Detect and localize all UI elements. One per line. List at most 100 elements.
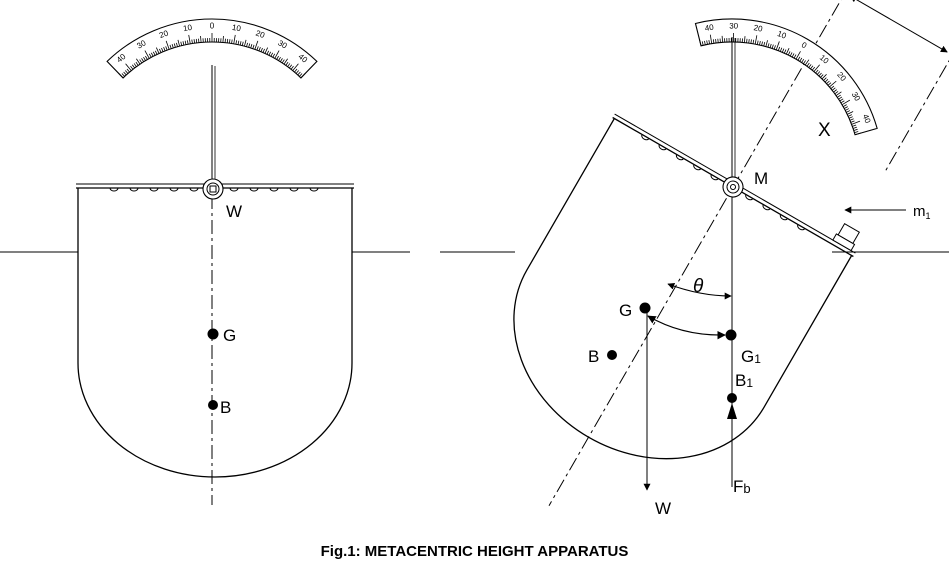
scale-tick: [785, 48, 790, 55]
scale-tick: [235, 40, 238, 45]
scale-tick: [733, 33, 734, 43]
scale-tick: [737, 38, 739, 43]
scale-tick: [701, 41, 704, 46]
label-b1: B1: [735, 371, 753, 390]
scale-tick: [180, 41, 183, 46]
scale-tick: [838, 96, 843, 100]
scale-tick: [834, 91, 839, 95]
scale-tick: [848, 116, 853, 119]
scale-band: [106, 18, 318, 79]
scale-tick: [748, 39, 750, 44]
scale-tick: [229, 39, 231, 44]
scale-tick: [818, 72, 822, 77]
scale-tick: [148, 53, 152, 58]
scale-tick: [241, 41, 244, 46]
scale-tick: [831, 87, 836, 91]
scale-tick: [191, 39, 193, 44]
scale-tick: [787, 51, 791, 56]
scale-tick: [266, 50, 270, 55]
jockey-weight-icon: [832, 223, 860, 252]
scale-tick: [803, 60, 806, 64]
scale-tick: [854, 131, 859, 134]
scale-tick: [763, 42, 766, 47]
label-w: W: [226, 202, 242, 221]
scale-tick: [845, 108, 850, 111]
scale-tick: [775, 41, 780, 51]
tilted-centre-line: [548, 0, 902, 506]
g-to-g1-arc: [647, 315, 726, 340]
scale-tick-label: 10: [231, 23, 242, 33]
scale-tick: [821, 74, 827, 80]
buoyancy-arrowhead: [727, 403, 737, 419]
pontoon-hull: [77, 188, 353, 478]
point-g-dot-right: [639, 302, 651, 314]
scale-tick: [761, 41, 763, 46]
scale-tick: [250, 44, 253, 49]
point-g1-dot: [725, 329, 737, 341]
scale-tick-label: 0: [800, 40, 809, 50]
scale-tick: [256, 46, 259, 51]
scale-tick: [739, 38, 741, 43]
label-fb: Fb: [733, 477, 751, 496]
point-b1-dot: [727, 393, 737, 403]
tilted-deck-notches: [641, 134, 806, 231]
scale-tick: [849, 118, 854, 121]
scale-tick: [789, 52, 793, 57]
scale-tick: [244, 39, 247, 47]
scale-tick: [801, 58, 805, 63]
scale-tick: [824, 79, 829, 83]
point-b-dot: [208, 400, 218, 410]
scale-tick: [699, 39, 702, 46]
scale-tick: [820, 74, 824, 78]
scale-tick: [783, 49, 787, 54]
scale-tick: [726, 38, 728, 43]
scale-tick: [813, 64, 820, 72]
scale-tick: [835, 91, 842, 96]
label-m: M: [754, 169, 768, 188]
scale-tick: [300, 72, 306, 79]
scale-tick: [237, 40, 240, 45]
scale-tick: [810, 65, 814, 70]
scale-tick: [182, 41, 185, 46]
scale-tick: [188, 34, 191, 44]
scale-tick: [270, 52, 274, 57]
scale-tick: [816, 71, 821, 75]
scale-tick: [833, 89, 837, 93]
scale-tick: [767, 43, 770, 48]
scale-tick: [274, 50, 280, 59]
scale-tick: [823, 77, 827, 81]
scale-tick: [795, 51, 801, 60]
scale-tick: [176, 42, 178, 47]
scale-tick: [258, 47, 261, 52]
scale-tick: [752, 39, 755, 44]
scale-tick: [150, 52, 154, 57]
scale-tick: [811, 66, 816, 71]
scale-tick: [264, 47, 269, 54]
scale-tick: [163, 47, 166, 52]
label-b: B: [220, 398, 231, 417]
scale-tick-label: 10: [776, 29, 788, 41]
scale-tick: [279, 58, 283, 62]
label-theta: θ: [693, 276, 704, 297]
scale-tick: [173, 43, 176, 48]
scale-tick: [724, 38, 726, 43]
scale-tick: [842, 104, 847, 107]
scale-tick: [272, 53, 276, 58]
scale-tick: [297, 71, 301, 76]
scale-tick: [231, 39, 233, 44]
scale-tick: [704, 40, 706, 45]
scale-tick: [299, 73, 303, 77]
scale-tick: [177, 39, 180, 47]
scale-tick: [144, 50, 150, 59]
scale-tick: [193, 39, 195, 44]
scale-tick: [793, 54, 797, 59]
jockey-axis-line: [883, 0, 949, 174]
scale-tick: [799, 57, 803, 62]
scale-tick: [847, 111, 854, 115]
scale-tick: [252, 44, 255, 49]
scale-tick: [200, 35, 202, 43]
scale-tick-label: 0: [210, 22, 215, 31]
scale-tick: [135, 61, 139, 66]
scale-tick: [746, 38, 748, 43]
